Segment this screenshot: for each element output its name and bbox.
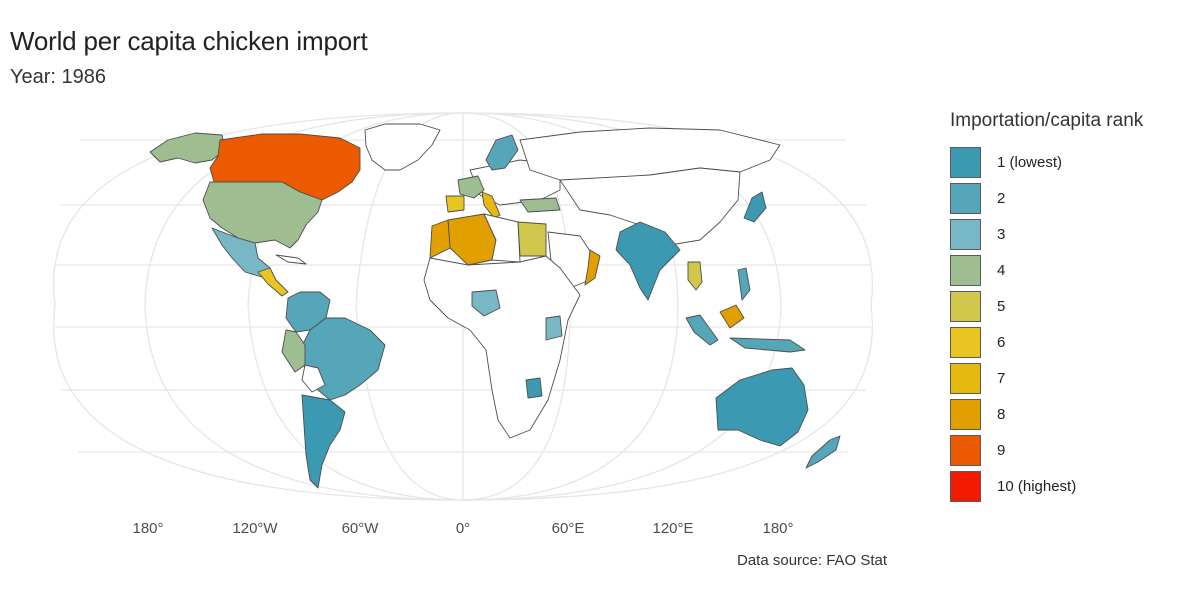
country-greenland bbox=[364, 123, 441, 171]
country-australia bbox=[715, 367, 809, 447]
legend-label: 3 bbox=[997, 225, 1006, 243]
legend-item: 10 (highest) bbox=[950, 468, 1143, 504]
legend-item: 4 bbox=[950, 252, 1143, 288]
legend-item: 7 bbox=[950, 360, 1143, 396]
country-france bbox=[457, 175, 485, 199]
country-central-america bbox=[257, 267, 289, 297]
country-nigeria bbox=[471, 289, 501, 317]
legend-item: 6 bbox=[950, 324, 1143, 360]
legend-label: 8 bbox=[997, 405, 1006, 423]
country-usa bbox=[202, 181, 323, 249]
chart-subtitle: Year: 1986 bbox=[10, 66, 107, 88]
legend-item: 9 bbox=[950, 432, 1143, 468]
country-malaysia bbox=[719, 304, 745, 329]
country-alaska bbox=[149, 132, 226, 164]
country-indonesia bbox=[685, 314, 806, 353]
legend-item: 3 bbox=[950, 216, 1143, 252]
legend-item: 2 bbox=[950, 180, 1143, 216]
country-philippines bbox=[737, 267, 751, 301]
legend-swatch bbox=[950, 470, 981, 502]
x-tick: 120°W bbox=[232, 520, 278, 537]
country-russia bbox=[519, 127, 781, 181]
countries bbox=[149, 123, 841, 489]
x-tick: 180° bbox=[132, 520, 163, 537]
legend-label: 4 bbox=[997, 261, 1006, 279]
x-tick: 180° bbox=[762, 520, 793, 537]
legend-swatch bbox=[950, 254, 981, 286]
country-thailand bbox=[687, 261, 703, 291]
country-japan bbox=[743, 191, 767, 223]
legend-swatch bbox=[950, 182, 981, 214]
country-egypt bbox=[517, 221, 547, 257]
legend-label: 6 bbox=[997, 333, 1006, 351]
legend-item: 1 (lowest) bbox=[950, 144, 1143, 180]
country-argentina bbox=[301, 394, 346, 489]
legend-label: 7 bbox=[997, 369, 1006, 387]
legend-swatch bbox=[950, 398, 981, 430]
country-india bbox=[615, 221, 681, 301]
country-kenya bbox=[545, 315, 563, 341]
x-tick: 60°E bbox=[552, 520, 585, 537]
legend: Importation/capita rank 1 (lowest) 2 3 4… bbox=[950, 110, 1143, 504]
legend-item: 5 bbox=[950, 288, 1143, 324]
country-spain bbox=[445, 195, 465, 213]
legend-swatch bbox=[950, 434, 981, 466]
legend-label: 2 bbox=[997, 189, 1006, 207]
legend-swatch bbox=[950, 146, 981, 178]
country-bolivia bbox=[301, 364, 326, 393]
country-scandinavia bbox=[485, 134, 519, 171]
legend-swatch bbox=[950, 290, 981, 322]
country-libya bbox=[483, 213, 521, 263]
legend-swatch bbox=[950, 362, 981, 394]
country-cuba bbox=[275, 254, 307, 265]
x-axis: 180° 120°W 60°W 0° 60°E 120°E 180° bbox=[132, 520, 793, 537]
country-canada bbox=[209, 133, 361, 201]
x-tick: 120°E bbox=[652, 520, 693, 537]
country-peru bbox=[281, 329, 306, 373]
legend-label: 10 (highest) bbox=[997, 477, 1077, 495]
legend-swatch bbox=[950, 326, 981, 358]
x-tick: 0° bbox=[456, 520, 470, 537]
country-oman bbox=[584, 249, 601, 286]
country-italy bbox=[481, 191, 501, 219]
legend-title: Importation/capita rank bbox=[950, 110, 1144, 131]
legend-item: 8 bbox=[950, 396, 1143, 432]
legend-label: 5 bbox=[997, 297, 1006, 315]
legend-label: 1 (lowest) bbox=[997, 153, 1063, 171]
data-source-caption: Data source: FAO Stat bbox=[737, 552, 888, 569]
country-china bbox=[559, 167, 741, 246]
country-zimbabwe bbox=[525, 377, 543, 399]
chart-title: World per capita chicken import bbox=[10, 26, 368, 56]
x-tick: 60°W bbox=[342, 520, 380, 537]
country-turkey bbox=[519, 197, 561, 213]
legend-label: 9 bbox=[997, 441, 1006, 459]
country-new-zealand bbox=[805, 435, 841, 469]
country-africa-unranked bbox=[423, 255, 581, 439]
country-morocco bbox=[429, 219, 451, 259]
legend-swatch bbox=[950, 218, 981, 250]
